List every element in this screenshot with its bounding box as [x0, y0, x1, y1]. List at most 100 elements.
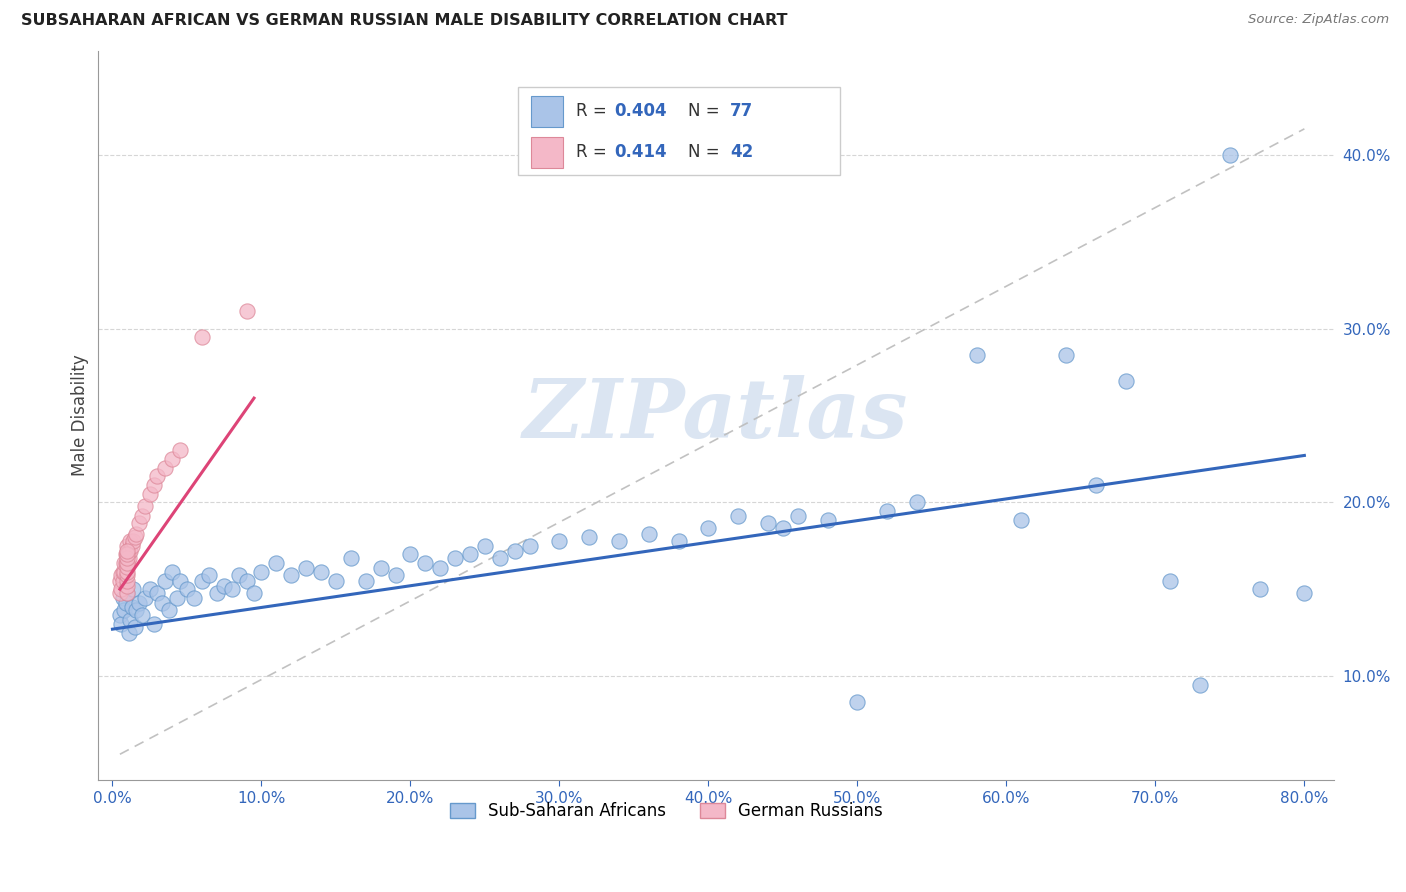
- Point: [118, 544, 141, 558]
- Point: [191, 330, 214, 344]
- Point: [108, 574, 131, 588]
- Point: [325, 574, 347, 588]
- Point: [415, 556, 437, 570]
- Point: [160, 451, 183, 466]
- Point: [876, 504, 898, 518]
- Point: [756, 516, 779, 531]
- Point: [309, 565, 332, 579]
- Point: [198, 568, 221, 582]
- Point: [138, 582, 160, 597]
- Point: [474, 539, 496, 553]
- Point: [110, 568, 132, 582]
- Point: [153, 460, 176, 475]
- Point: [548, 533, 571, 548]
- Point: [117, 565, 139, 579]
- Point: [118, 625, 141, 640]
- Point: [112, 565, 135, 579]
- Point: [1084, 478, 1107, 492]
- Point: [295, 561, 318, 575]
- Point: [235, 304, 257, 318]
- Point: [458, 548, 481, 562]
- Point: [115, 596, 138, 610]
- Point: [117, 539, 139, 553]
- Point: [108, 608, 131, 623]
- Point: [157, 603, 180, 617]
- Point: [1189, 678, 1212, 692]
- Point: [697, 521, 720, 535]
- Point: [1219, 148, 1241, 162]
- Point: [160, 565, 183, 579]
- Point: [340, 550, 363, 565]
- Point: [153, 574, 176, 588]
- Point: [117, 579, 139, 593]
- Point: [128, 516, 150, 531]
- Point: [121, 599, 143, 614]
- Point: [146, 469, 169, 483]
- Point: [143, 616, 166, 631]
- Point: [111, 565, 134, 579]
- Point: [370, 561, 392, 575]
- Point: [131, 608, 153, 623]
- Point: [112, 603, 135, 617]
- Point: [120, 544, 142, 558]
- Point: [503, 544, 526, 558]
- Point: [138, 486, 160, 500]
- Point: [1159, 574, 1181, 588]
- Y-axis label: Male Disability: Male Disability: [72, 355, 89, 476]
- Point: [1294, 585, 1316, 599]
- Point: [122, 582, 145, 597]
- Point: [134, 499, 156, 513]
- Point: [489, 550, 512, 565]
- Point: [117, 556, 139, 570]
- Point: [1010, 513, 1032, 527]
- Point: [169, 574, 191, 588]
- Point: [429, 561, 451, 575]
- Point: [146, 585, 169, 599]
- Point: [212, 579, 235, 593]
- Point: [578, 530, 600, 544]
- Point: [117, 556, 139, 570]
- Point: [221, 582, 243, 597]
- Point: [235, 574, 257, 588]
- Point: [166, 591, 188, 605]
- Point: [120, 533, 142, 548]
- Point: [1115, 374, 1137, 388]
- Point: [111, 574, 134, 588]
- Point: [786, 509, 808, 524]
- Point: [117, 585, 139, 599]
- Point: [1054, 348, 1077, 362]
- Text: Source: ZipAtlas.com: Source: ZipAtlas.com: [1249, 13, 1389, 27]
- Point: [205, 585, 228, 599]
- Point: [354, 574, 377, 588]
- Point: [115, 548, 138, 562]
- Point: [772, 521, 794, 535]
- Point: [150, 596, 173, 610]
- Point: [727, 509, 749, 524]
- Point: [117, 550, 139, 565]
- Point: [122, 533, 145, 548]
- Point: [143, 478, 166, 492]
- Point: [250, 565, 273, 579]
- Point: [125, 526, 148, 541]
- Point: [115, 556, 138, 570]
- Point: [110, 582, 132, 597]
- Text: SUBSAHARAN AFRICAN VS GERMAN RUSSIAN MALE DISABILITY CORRELATION CHART: SUBSAHARAN AFRICAN VS GERMAN RUSSIAN MAL…: [21, 13, 787, 29]
- Point: [117, 574, 139, 588]
- Point: [131, 509, 153, 524]
- Point: [125, 603, 148, 617]
- Point: [117, 544, 139, 558]
- Legend: Sub-Saharan Africans, German Russians: Sub-Saharan Africans, German Russians: [443, 796, 890, 827]
- Point: [846, 695, 869, 709]
- Point: [134, 591, 156, 605]
- Point: [183, 591, 205, 605]
- Point: [117, 585, 139, 599]
- Point: [118, 550, 141, 565]
- Point: [266, 556, 288, 570]
- Point: [444, 550, 467, 565]
- Point: [1249, 582, 1271, 597]
- Point: [966, 348, 988, 362]
- Point: [112, 556, 135, 570]
- Point: [607, 533, 630, 548]
- Point: [905, 495, 928, 509]
- Point: [176, 582, 198, 597]
